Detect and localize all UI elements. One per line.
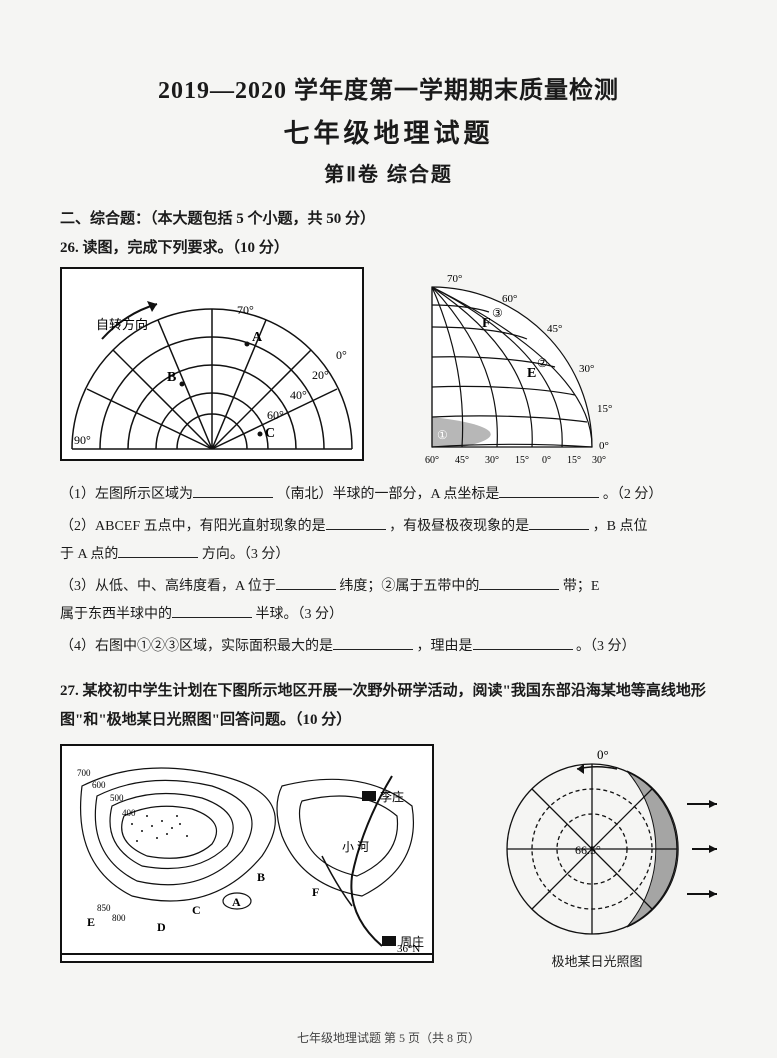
- svg-text:500: 500: [110, 793, 124, 803]
- exam-page: 2019—2020 学年度第一学期期末质量检测 七年级地理试题 第Ⅱ卷 综合题 …: [0, 0, 777, 1058]
- svg-text:小 河: 小 河: [342, 840, 369, 854]
- svg-text:800: 800: [112, 913, 126, 923]
- hemisphere-fan-svg: 自转方向 0° 20° 40° 60° 70° 90° A B C: [62, 269, 362, 459]
- q26-figures: 自转方向 0° 20° 40° 60° 70° 90° A B C: [60, 267, 717, 467]
- svg-text:0°: 0°: [599, 440, 609, 452]
- svg-text:D: D: [157, 920, 166, 934]
- quarter-globe-svg: 70° 60° 45° 30° 15° 0° 60° 45° 30° 15° 0…: [407, 267, 717, 467]
- svg-text:90°: 90°: [74, 433, 91, 447]
- svg-text:850: 850: [97, 903, 111, 913]
- svg-text:F: F: [482, 316, 491, 331]
- svg-text:0°: 0°: [597, 747, 609, 762]
- polar-light-svg: 0° 66.5°: [477, 744, 717, 944]
- svg-text:F: F: [312, 885, 319, 899]
- q26-fig-right: 70° 60° 45° 30° 15° 0° 60° 45° 30° 15° 0…: [407, 267, 717, 467]
- q26-p4: （4）右图中①②③区域，实际面积最大的是 ，理由是 。（3 分）: [60, 633, 717, 661]
- q26-p3: （3）从低、中、高纬度看，A 位于 纬度；②属于五带中的 带；E 属于东西半球中…: [60, 573, 717, 629]
- svg-text:70°: 70°: [447, 273, 462, 285]
- q27-figures: 李庄 周庄 700 600 500 400 850 800 小 河 A B C …: [60, 744, 717, 970]
- svg-text:60°: 60°: [267, 408, 284, 422]
- svg-text:30°: 30°: [592, 455, 606, 466]
- svg-text:李庄: 李庄: [380, 789, 404, 804]
- polar-caption: 极地某日光照图: [477, 951, 717, 970]
- q26-fig-left: 自转方向 0° 20° 40° 60° 70° 90° A B C: [60, 267, 364, 461]
- svg-text:400: 400: [122, 808, 136, 818]
- contour-map-svg: 李庄 周庄 700 600 500 400 850 800 小 河 A B C …: [62, 746, 432, 961]
- svg-text:66.5°: 66.5°: [575, 843, 601, 857]
- page-footer: 七年级地理试题 第 5 页（共 8 页）: [0, 1029, 777, 1046]
- svg-text:15°: 15°: [597, 403, 612, 415]
- svg-text:600: 600: [92, 780, 106, 790]
- svg-text:0°: 0°: [542, 455, 551, 466]
- svg-text:60°: 60°: [425, 455, 439, 466]
- svg-text:E: E: [87, 915, 95, 929]
- svg-text:③: ③: [492, 306, 503, 320]
- rotation-label: 自转方向: [96, 317, 148, 332]
- svg-text:45°: 45°: [547, 323, 562, 335]
- title-line-3: 第Ⅱ卷 综合题: [60, 158, 717, 187]
- svg-text:15°: 15°: [567, 455, 581, 466]
- svg-text:36°N: 36°N: [397, 943, 420, 955]
- svg-text:A: A: [252, 330, 263, 345]
- svg-text:45°: 45°: [455, 455, 469, 466]
- svg-text:E: E: [527, 366, 536, 381]
- title-line-1: 2019—2020 学年度第一学期期末质量检测: [60, 70, 717, 105]
- svg-text:B: B: [257, 870, 265, 884]
- q27-head: 27. 某校初中学生计划在下图所示地区开展一次野外研学活动，阅读"我国东部沿海某…: [60, 677, 717, 734]
- svg-text:0°: 0°: [336, 348, 347, 362]
- svg-text:C: C: [265, 426, 275, 441]
- svg-text:15°: 15°: [515, 455, 529, 466]
- q26-p1: （1）左图所示区域为 （南北）半球的一部分，A 点坐标是 。（2 分）: [60, 481, 717, 509]
- svg-text:B: B: [167, 370, 176, 385]
- section-header: 二、综合题：（本大题包括 5 个小题，共 50 分）: [60, 207, 717, 228]
- q27-fig-right: 0° 66.5° 极地某日光照图: [477, 744, 717, 970]
- q26-head: 26. 读图，完成下列要求。（10 分）: [60, 236, 717, 257]
- svg-text:C: C: [192, 903, 201, 917]
- title-line-2: 七年级地理试题: [60, 113, 717, 150]
- svg-text:60°: 60°: [502, 293, 517, 305]
- svg-text:①: ①: [437, 428, 448, 442]
- svg-text:30°: 30°: [485, 455, 499, 466]
- q26-p2: （2）ABCEF 五点中，有阳光直射现象的是 ，有极昼极夜现象的是 ，B 点位 …: [60, 513, 717, 569]
- svg-text:70°: 70°: [237, 303, 254, 317]
- svg-text:A: A: [232, 895, 241, 909]
- svg-text:②: ②: [537, 356, 548, 370]
- svg-text:20°: 20°: [312, 368, 329, 382]
- svg-text:30°: 30°: [579, 363, 594, 375]
- q27-fig-left: 李庄 周庄 700 600 500 400 850 800 小 河 A B C …: [60, 744, 434, 963]
- svg-text:700: 700: [77, 768, 91, 778]
- svg-text:40°: 40°: [290, 388, 307, 402]
